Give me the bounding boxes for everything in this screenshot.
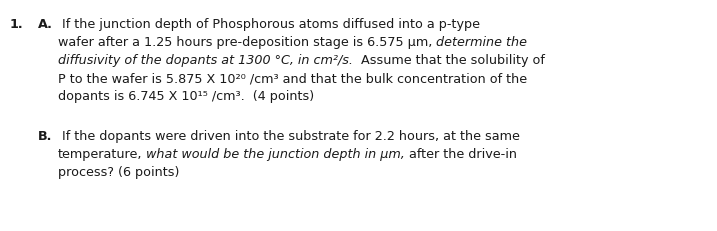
Text: temperature,: temperature, [58, 147, 143, 160]
Text: If the dopants were driven into the substrate for 2.2 hours, at the same: If the dopants were driven into the subs… [58, 129, 520, 142]
Text: Assume that the solubility of: Assume that the solubility of [353, 54, 545, 67]
Text: A.: A. [38, 18, 53, 31]
Text: what would be the junction depth in μm,: what would be the junction depth in μm, [143, 147, 405, 160]
Text: determine the: determine the [432, 36, 528, 49]
Text: diffusivity of the dopants at 1300 °C, in cm²/s.: diffusivity of the dopants at 1300 °C, i… [58, 54, 353, 67]
Text: 1.: 1. [10, 18, 24, 31]
Text: wafer after a 1.25 hours pre-deposition stage is 6.575 μm,: wafer after a 1.25 hours pre-deposition … [58, 36, 432, 49]
Text: process? (6 points): process? (6 points) [58, 165, 179, 178]
Text: If the junction depth of Phosphorous atoms diffused into a p-type: If the junction depth of Phosphorous ato… [58, 18, 480, 31]
Text: P to the wafer is 5.875 X 10²⁰ /cm³ and that the bulk concentration of the: P to the wafer is 5.875 X 10²⁰ /cm³ and … [58, 72, 527, 85]
Text: B.: B. [38, 129, 52, 142]
Text: after the drive-in: after the drive-in [405, 147, 517, 160]
Text: dopants is 6.745 X 10¹⁵ /cm³.  (4 points): dopants is 6.745 X 10¹⁵ /cm³. (4 points) [58, 90, 314, 103]
